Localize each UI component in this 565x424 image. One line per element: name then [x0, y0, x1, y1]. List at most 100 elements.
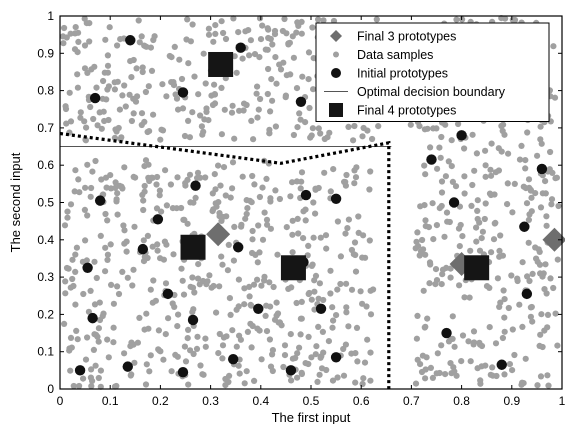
data-sample-point: [262, 312, 269, 319]
data-sample-point: [501, 371, 508, 378]
data-sample-point: [62, 290, 69, 297]
data-sample-point: [247, 301, 254, 308]
data-sample-point: [298, 169, 306, 176]
final-3-prototype-diamond: [206, 222, 231, 247]
data-sample-point: [114, 211, 121, 218]
data-sample-point: [205, 25, 212, 32]
data-sample-point: [231, 53, 238, 60]
data-sample-point: [273, 80, 280, 87]
data-sample-point: [453, 16, 460, 23]
data-sample-point: [438, 189, 446, 196]
data-sample-point: [146, 368, 153, 375]
legend-label-boundary: Optimal decision boundary: [357, 85, 506, 99]
data-sample-point: [281, 352, 289, 359]
data-sample-point: [176, 56, 183, 63]
data-sample-point: [126, 91, 133, 98]
data-sample-point: [360, 375, 367, 382]
data-sample-point: [233, 306, 240, 313]
data-sample-point: [350, 137, 357, 144]
data-sample-point: [145, 83, 152, 90]
data-sample-point: [459, 233, 466, 240]
data-sample-point: [329, 324, 336, 331]
x-tick-label: 0.7: [403, 394, 420, 408]
data-sample-point: [352, 174, 360, 181]
data-sample-point: [327, 188, 334, 195]
data-sample-point: [292, 354, 299, 362]
data-sample-point: [496, 247, 503, 254]
data-sample-point: [67, 334, 75, 341]
data-sample-point: [360, 124, 367, 132]
data-sample-point: [222, 192, 229, 199]
data-sample-point: [74, 49, 81, 56]
data-sample-point: [554, 256, 561, 263]
data-sample-point: [104, 256, 111, 263]
data-sample-point: [184, 335, 191, 342]
data-sample-point: [443, 264, 450, 271]
data-sample-point: [91, 258, 98, 265]
data-sample-point: [158, 208, 165, 215]
data-sample-point: [359, 133, 366, 140]
data-sample-point: [112, 179, 119, 186]
data-sample-point: [162, 331, 169, 338]
data-sample-point: [178, 265, 185, 272]
data-sample-point: [424, 125, 431, 132]
data-sample-point: [243, 368, 250, 375]
data-sample-point: [211, 91, 218, 98]
data-sample-point: [283, 224, 290, 231]
final-4-prototype-square: [464, 255, 490, 281]
data-sample-point: [195, 91, 202, 98]
data-sample-point: [72, 24, 79, 31]
data-sample-point: [285, 41, 292, 48]
data-sample-point: [330, 166, 337, 173]
y-tick-label: 0.4: [37, 233, 54, 247]
data-sample-point: [96, 109, 103, 116]
data-sample-point: [75, 176, 82, 183]
data-sample-point: [87, 287, 94, 294]
data-sample-point: [334, 286, 341, 293]
data-sample-point: [327, 290, 334, 297]
data-sample-point: [267, 225, 274, 232]
data-sample-point: [438, 133, 445, 141]
data-sample-point: [302, 360, 309, 367]
data-sample-point: [413, 335, 420, 342]
data-sample-point: [426, 280, 433, 287]
data-sample-point: [115, 290, 123, 298]
data-sample-point: [128, 74, 135, 81]
initial-prototype-point: [89, 92, 101, 104]
data-sample-point: [147, 352, 154, 359]
data-sample-point: [84, 69, 91, 76]
data-sample-point: [110, 324, 117, 331]
data-sample-point: [315, 323, 322, 330]
data-sample-point: [473, 150, 480, 157]
data-sample-point: [209, 190, 216, 197]
data-sample-point: [227, 311, 234, 318]
data-sample-point: [248, 117, 255, 124]
data-sample-point: [518, 142, 525, 149]
data-sample-point: [90, 115, 97, 123]
data-sample-point: [308, 132, 315, 139]
legend-label-initial: Initial prototypes: [357, 67, 448, 81]
data-sample-point: [97, 367, 104, 374]
axis-ticks: 0 0.1 0.2 0.3 0.4 0.5 0.6 0.7 0.8 0.9 1 0 0.1 0.2 0.3 0…: [37, 9, 565, 408]
data-sample-point: [367, 311, 375, 318]
data-sample-point: [139, 68, 146, 76]
data-sample-point: [550, 284, 557, 292]
data-sample-point: [73, 244, 80, 251]
data-sample-point: [156, 192, 163, 199]
data-sample-point: [104, 251, 111, 258]
data-sample-point: [261, 273, 268, 280]
initial-prototype-point: [227, 353, 239, 365]
data-sample-point: [309, 24, 316, 31]
data-sample-point: [185, 60, 192, 67]
data-sample-point: [85, 308, 92, 315]
data-sample-point: [427, 364, 434, 371]
data-sample-point: [74, 71, 81, 78]
data-sample-point: [343, 280, 350, 287]
data-sample-point: [524, 129, 531, 136]
data-sample-point: [433, 125, 440, 132]
initial-prototype-point: [122, 361, 133, 372]
data-sample-point: [522, 165, 529, 172]
data-sample-point: [194, 333, 201, 340]
data-sample-point: [266, 279, 273, 286]
data-sample-point: [258, 282, 265, 289]
